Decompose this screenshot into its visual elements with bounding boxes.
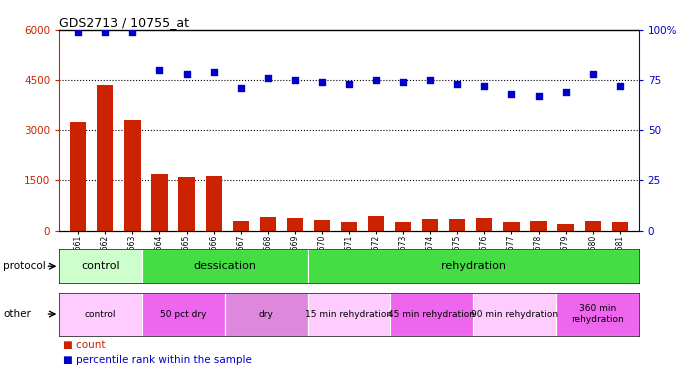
Bar [151, 174, 168, 231]
Bar [584, 221, 601, 231]
Text: dessication: dessication [193, 261, 256, 271]
Point [73, 29, 84, 35]
Point [614, 83, 625, 89]
Bar [59, 249, 142, 283]
Text: control: control [85, 310, 117, 319]
Bar [476, 218, 493, 231]
Text: 50 pct dry: 50 pct dry [161, 310, 207, 319]
Text: other: other [3, 309, 31, 319]
Bar [341, 222, 357, 231]
Text: rehydration: rehydration [440, 261, 505, 271]
Bar [59, 292, 142, 336]
Point [100, 29, 111, 35]
Bar [124, 120, 140, 231]
Point [343, 81, 355, 87]
Point [154, 67, 165, 73]
Bar [225, 292, 308, 336]
Bar [558, 224, 574, 231]
Point [208, 69, 219, 75]
Bar [473, 292, 556, 336]
Point [289, 77, 300, 83]
Bar [395, 222, 411, 231]
Bar [260, 217, 276, 231]
Bar [503, 222, 519, 231]
Text: dry: dry [259, 310, 274, 319]
Point [479, 83, 490, 89]
Bar [308, 249, 639, 283]
Point [424, 77, 436, 83]
Bar [390, 292, 473, 336]
Bar [232, 221, 248, 231]
Text: GDS2713 / 10755_at: GDS2713 / 10755_at [59, 16, 189, 29]
Point [398, 79, 409, 85]
Text: 90 min rehydration: 90 min rehydration [471, 310, 558, 319]
Bar [205, 177, 222, 231]
Point [452, 81, 463, 87]
Text: 15 min rehydration: 15 min rehydration [306, 310, 392, 319]
Bar [179, 177, 195, 231]
Bar [422, 219, 438, 231]
Point [316, 79, 327, 85]
Bar [530, 221, 547, 231]
Text: protocol: protocol [3, 261, 46, 271]
Point [506, 91, 517, 97]
Text: 360 min
rehydration: 360 min rehydration [571, 304, 624, 324]
Text: ■ count: ■ count [63, 340, 105, 350]
Bar [314, 220, 330, 231]
Point [235, 85, 246, 91]
Point [262, 75, 274, 81]
Bar [97, 85, 114, 231]
Point [587, 71, 598, 77]
Point [560, 89, 571, 95]
Text: ■ percentile rank within the sample: ■ percentile rank within the sample [63, 355, 252, 365]
Bar [368, 216, 384, 231]
Bar [556, 292, 639, 336]
Bar [70, 122, 87, 231]
Bar [142, 249, 308, 283]
Bar [450, 219, 466, 231]
Bar [611, 222, 628, 231]
Point [533, 93, 544, 99]
Point [127, 29, 138, 35]
Text: 45 min rehydration: 45 min rehydration [388, 310, 475, 319]
Bar [142, 292, 225, 336]
Bar [287, 218, 303, 231]
Bar [308, 292, 390, 336]
Point [371, 77, 382, 83]
Text: control: control [82, 261, 120, 271]
Point [181, 71, 192, 77]
